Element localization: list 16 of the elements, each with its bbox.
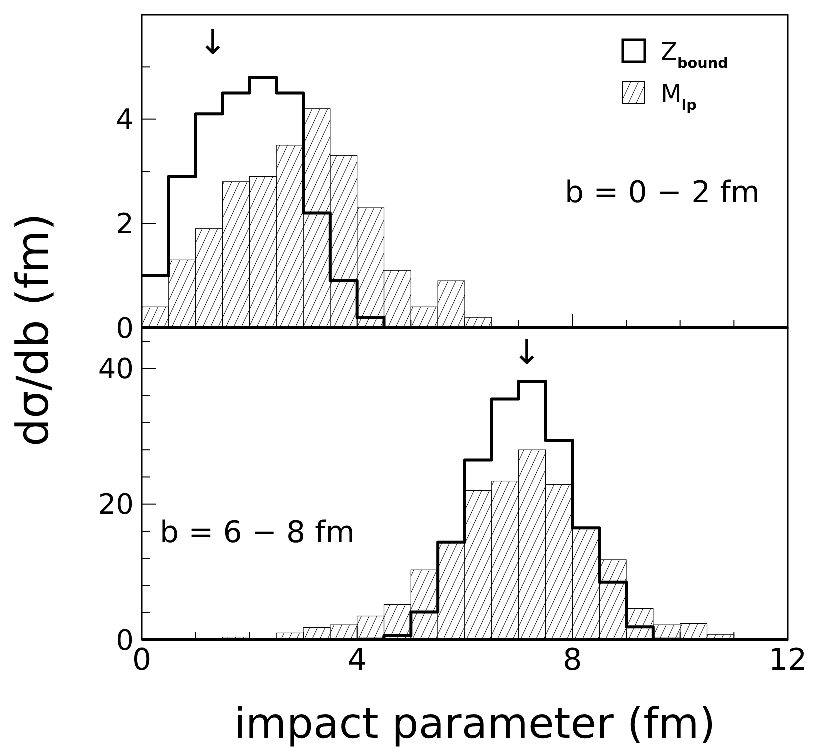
x-tick-label: 12: [768, 643, 808, 678]
annotation: b = 6 − 8 fm: [160, 516, 355, 550]
legend-label: M$_{lp}$: [661, 80, 697, 114]
y-tick-label: 0: [116, 312, 134, 345]
legend-label: Z$_{bound}$: [661, 38, 728, 72]
annotation: ↓: [198, 22, 228, 63]
annotation: b = 0 − 2 fm: [565, 176, 760, 210]
y-tick-label: 2: [116, 207, 134, 240]
x-axis-title: impact parameter (fm): [234, 699, 716, 748]
y-axis-title: dσ/db (fm): [8, 213, 59, 447]
y-tick-label: 20: [98, 488, 134, 522]
y-tick-label: 4: [116, 103, 134, 136]
y-tick-label: 40: [98, 352, 134, 386]
x-tick-label: 4: [348, 643, 367, 678]
annotation: ↓: [512, 332, 542, 373]
x-tick-label: 8: [563, 643, 582, 678]
